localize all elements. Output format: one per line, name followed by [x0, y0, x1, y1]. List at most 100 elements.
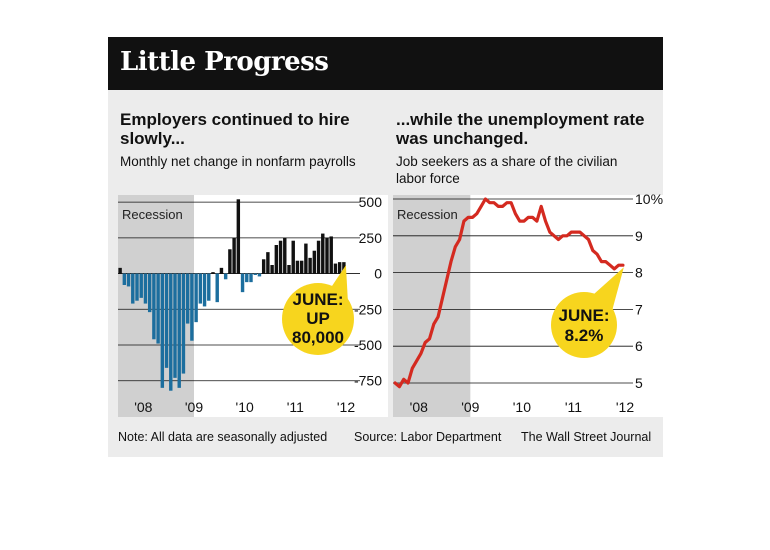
callout-text: 8.2%	[565, 326, 604, 345]
payroll-bar	[131, 273, 135, 304]
payroll-bar	[135, 273, 139, 301]
payroll-bar	[240, 273, 245, 293]
payroll-bar	[261, 259, 266, 274]
payroll-bar	[257, 273, 262, 277]
payroll-bar	[253, 273, 257, 275]
right-panel-subhead: Job seekers as a share of the civilian l…	[396, 154, 618, 186]
x-tick-label: '11	[565, 399, 582, 415]
payroll-bar	[278, 240, 283, 274]
payroll-bar	[236, 199, 241, 274]
payroll-bar	[202, 273, 207, 307]
payroll-bar	[342, 262, 346, 274]
payroll-bar	[228, 249, 232, 274]
payroll-bar	[143, 273, 148, 304]
payroll-bar	[274, 245, 279, 274]
payroll-bar	[266, 252, 270, 274]
x-tick-label: '12	[337, 399, 355, 415]
left-panel-headline: Employers continued to hire slowly...	[120, 110, 350, 148]
payroll-bar	[283, 237, 287, 274]
x-tick-label: '10	[513, 399, 531, 415]
payroll-bar	[291, 240, 295, 274]
payroll-bar	[126, 273, 131, 287]
payroll-bar	[337, 262, 342, 274]
payroll-bar	[147, 273, 152, 313]
x-tick-label: '12	[616, 399, 634, 415]
recession-shade	[118, 195, 194, 417]
payroll-bar	[333, 263, 338, 274]
y-tick-label: -500	[354, 337, 382, 353]
payroll-bar	[304, 243, 308, 274]
left-panel-subhead: Monthly net change in nonfarm payrolls	[120, 154, 356, 169]
y-tick-label: 6	[635, 338, 643, 354]
y-tick-label: 250	[359, 230, 383, 246]
payroll-bar	[152, 273, 156, 340]
payroll-bar	[194, 273, 198, 323]
callout-text: UP	[306, 309, 330, 328]
payroll-bar	[207, 273, 211, 301]
recession-label: Recession	[122, 207, 183, 222]
y-tick-label: 8	[635, 265, 643, 281]
y-tick-label: -750	[354, 373, 382, 389]
payroll-bar	[321, 233, 325, 274]
payroll-bar	[245, 273, 249, 283]
payroll-bar	[215, 273, 219, 303]
x-tick-label: '08	[134, 399, 152, 415]
x-tick-label: '11	[287, 399, 304, 415]
recession-label: Recession	[397, 207, 458, 222]
unemployment-rate-line	[393, 197, 625, 389]
unemployment-line-chart: 10% 9 8 7 6 5 Recession '08 '09 '10 '11 '12 JUNE:8.2…	[393, 191, 663, 417]
y-tick-label: 9	[635, 228, 643, 244]
y-tick-label: 7	[635, 301, 643, 317]
payroll-bar	[287, 265, 291, 274]
payroll-bar	[270, 265, 274, 274]
callout-text: JUNE:	[292, 290, 343, 309]
payroll-bar	[181, 273, 186, 374]
callout-pointer	[332, 265, 348, 303]
y-tick-label: 0	[374, 266, 382, 282]
graphic-card: Little Progress Employers continued to h…	[108, 37, 663, 457]
payroll-bar	[211, 272, 215, 274]
y-tick-label: 5	[635, 375, 643, 391]
callout-circle	[551, 292, 617, 358]
payroll-bar	[156, 273, 160, 344]
payroll-bar	[164, 273, 169, 368]
x-tick-label: '08	[410, 399, 428, 415]
x-tick-label: '09	[461, 399, 479, 415]
payroll-bar	[219, 267, 224, 274]
payroll-bar	[223, 273, 228, 280]
recession-shade	[393, 195, 471, 417]
payroll-bar	[232, 237, 236, 274]
x-tick-label: '10	[236, 399, 254, 415]
payroll-bar	[160, 273, 165, 388]
callout-text: JUNE:	[558, 306, 609, 325]
y-tick-label: 500	[359, 194, 383, 210]
payrolls-bar-chart: 500 250 0 -250 -500 -750 Recession '08 '09 '10 '11…	[118, 194, 388, 417]
payroll-bar	[122, 273, 127, 285]
payroll-bar	[173, 273, 177, 378]
payroll-bar	[118, 267, 122, 274]
y-tick-label: -250	[354, 301, 382, 317]
callout-circle	[282, 283, 354, 355]
payroll-bar	[169, 273, 173, 391]
payroll-bar	[299, 260, 304, 274]
publisher-credit: The Wall Street Journal	[521, 430, 652, 444]
payroll-bar	[295, 260, 300, 274]
payroll-bar	[139, 273, 143, 298]
footnote: Note: All data are seasonally adjusted	[118, 430, 328, 444]
payroll-bar	[316, 240, 321, 274]
callout-text: 80,000	[292, 328, 344, 347]
payroll-bar	[190, 273, 194, 341]
chart-title: Little Progress	[120, 47, 329, 77]
right-panel-headline: ...while the unemployment rate was uncha…	[396, 110, 645, 148]
payroll-bar	[198, 273, 203, 304]
payroll-bar	[325, 237, 329, 274]
y-tick-label: 10%	[635, 191, 663, 207]
payroll-bar	[329, 236, 333, 274]
x-tick-label: '09	[185, 399, 203, 415]
payroll-bar	[312, 250, 317, 274]
title-bar: Little Progress	[108, 37, 663, 90]
payroll-bar	[185, 273, 190, 324]
payroll-bar	[249, 273, 253, 283]
payroll-bar	[177, 273, 181, 388]
source-credit: Source: Labor Department	[354, 430, 502, 444]
